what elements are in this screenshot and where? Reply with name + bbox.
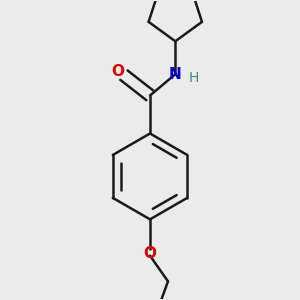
Text: N: N xyxy=(169,67,182,82)
Text: H: H xyxy=(188,70,199,85)
Text: O: O xyxy=(143,246,157,261)
Text: O: O xyxy=(112,64,124,79)
